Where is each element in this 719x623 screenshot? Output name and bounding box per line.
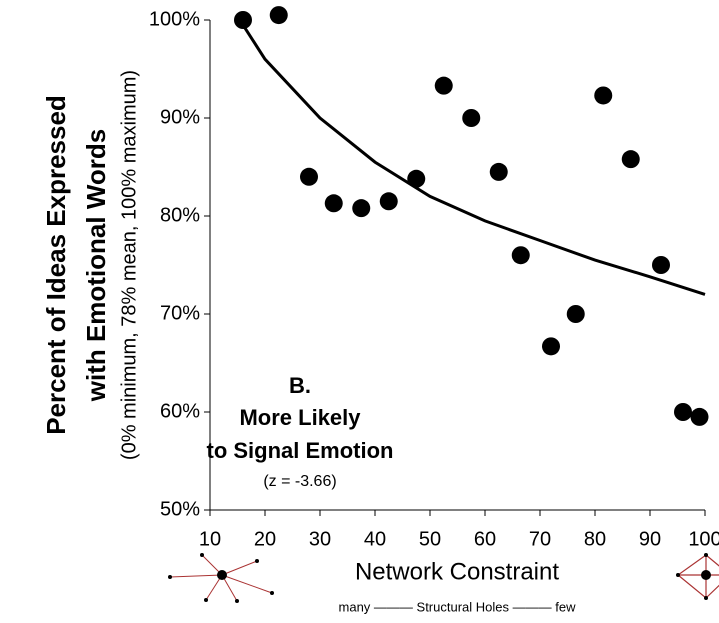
annotation: B.	[289, 373, 311, 398]
point	[489, 162, 508, 181]
point	[652, 256, 670, 274]
point	[511, 246, 530, 265]
fit-curve	[241, 24, 706, 296]
point	[434, 76, 453, 95]
x-tick-label: 20	[254, 528, 276, 550]
y-tick-label: 80%	[160, 204, 200, 226]
annotation: More Likely	[239, 405, 361, 430]
y-label-line: (0% minimum, 78% mean, 100% maximum)	[118, 70, 140, 460]
point	[300, 167, 318, 186]
x-tick-label: 80	[584, 528, 606, 550]
point	[352, 199, 371, 218]
y-tick-label: 50%	[160, 498, 200, 520]
point	[674, 403, 692, 421]
point	[324, 194, 343, 213]
y-tick-label: 60%	[160, 400, 200, 422]
point	[407, 169, 426, 188]
y-tick-label: 70%	[160, 302, 200, 324]
point	[542, 337, 560, 356]
y-tick-label: 100%	[149, 8, 200, 30]
star-network-icon	[168, 553, 274, 603]
x-tick-label: 10	[199, 528, 221, 550]
x-tick-label: 70	[529, 528, 551, 550]
dense-network-icon	[676, 553, 719, 600]
x-tick-label: 50	[419, 528, 441, 550]
y-label: Percent of Ideas Expressed with Emotiona…	[41, 70, 140, 460]
x-tick-label: 30	[309, 528, 331, 550]
point	[566, 305, 585, 323]
x-tick-label: 40	[364, 528, 386, 550]
point	[462, 109, 481, 127]
annotation: (z = -3.66)	[263, 473, 336, 490]
point	[269, 6, 288, 25]
point	[690, 407, 709, 426]
point	[594, 86, 613, 105]
point	[379, 192, 398, 211]
x-sublabel: many ——— Structural Holes ——— few	[339, 599, 577, 614]
y-tick-label: 90%	[160, 106, 200, 128]
x-tick-label: 60	[474, 528, 496, 550]
annotation: to Signal Emotion	[207, 438, 394, 463]
y-label-line: Percent of Ideas Expressed	[41, 95, 71, 435]
point	[621, 150, 640, 169]
point	[234, 11, 252, 29]
y-label-line: with Emotional Words	[81, 129, 111, 403]
x-label: Network Constraint	[355, 558, 559, 585]
x-tick-label: 90	[639, 528, 661, 550]
x-tick-label: 100	[688, 528, 719, 550]
